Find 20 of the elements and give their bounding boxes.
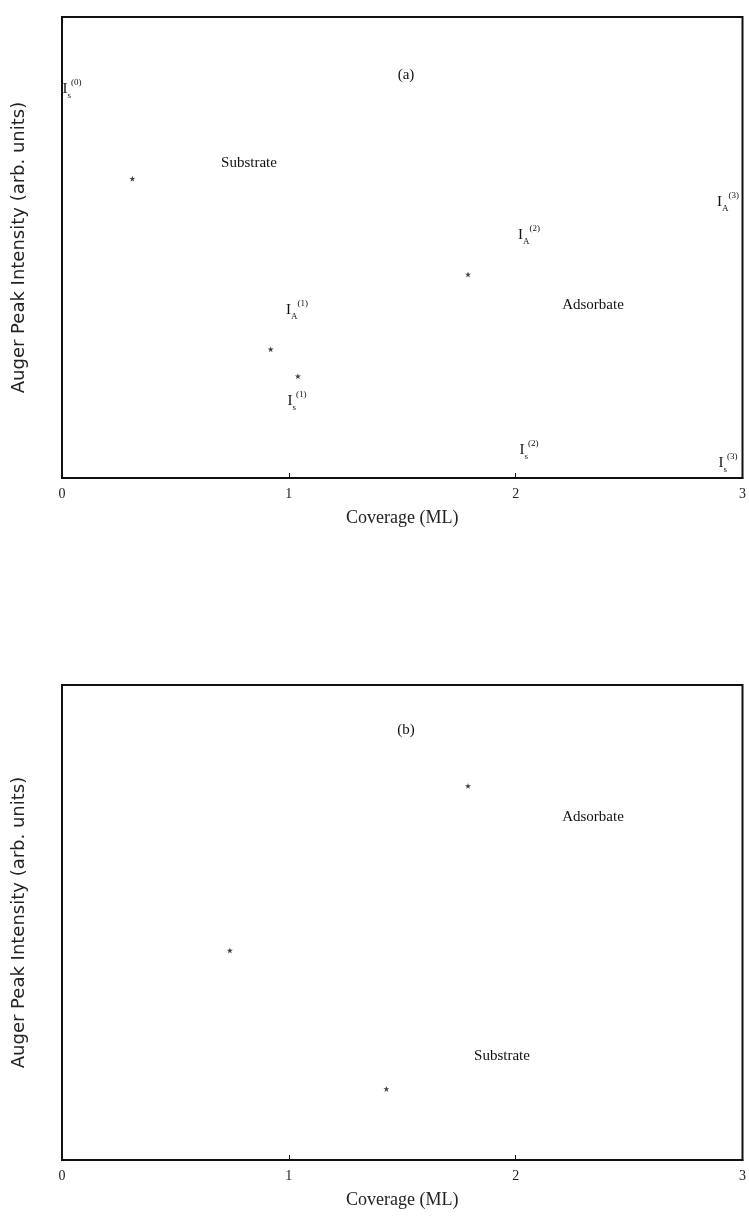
text: (b)	[397, 721, 415, 738]
text: Substrate	[221, 154, 278, 170]
x-tick-label: 2	[512, 1167, 520, 1183]
annotation: Substrate	[474, 1047, 531, 1063]
x-axis-title: Coverage (ML)	[346, 1189, 459, 1210]
x-tick-label: 0	[58, 1167, 66, 1183]
y-axis-title: Auger Peak Intensity (arb. units)	[6, 101, 28, 394]
x-tick-label: 1	[285, 485, 293, 501]
y-axis-title: Auger Peak Intensity (arb. units)	[6, 776, 28, 1069]
x-tick-label: 2	[512, 485, 520, 501]
text: (a)	[397, 66, 415, 83]
x-tick-label: 0	[58, 485, 66, 501]
x-tick-label: 3	[739, 1167, 746, 1183]
annotation: Adsorbate	[562, 296, 625, 312]
point	[129, 175, 136, 182]
x-axis-title: Coverage (ML)	[346, 507, 459, 528]
point	[294, 373, 301, 380]
x-tick-label: 3	[739, 485, 746, 501]
x-tick-label: 1	[285, 1167, 293, 1183]
annotation: Adsorbate	[562, 808, 625, 824]
